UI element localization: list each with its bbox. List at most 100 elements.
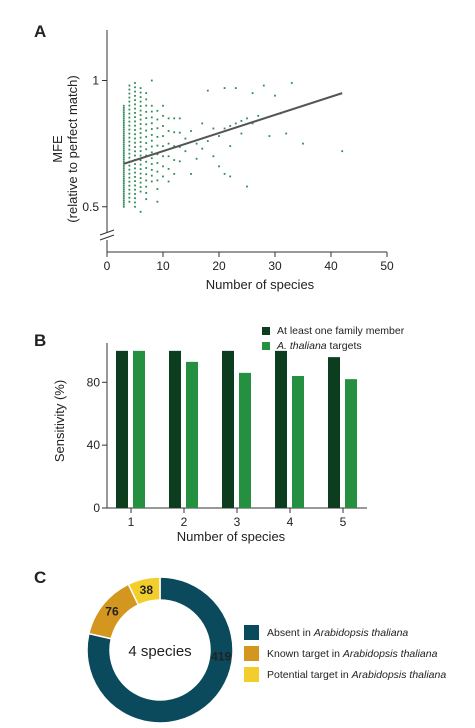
data-point: [302, 142, 304, 145]
bar-thaliana-target: [345, 379, 357, 508]
bar-y-label: Sensitivity (%): [52, 380, 67, 462]
data-point: [122, 145, 125, 148]
data-point: [139, 150, 142, 152]
data-point: [122, 173, 125, 176]
data-point: [139, 154, 142, 157]
data-point: [167, 130, 170, 132]
data-point: [246, 185, 248, 188]
data-point: [145, 110, 148, 113]
data-point: [145, 198, 148, 201]
data-point: [122, 197, 125, 200]
data-point: [134, 103, 136, 106]
bar-thaliana-target: [239, 372, 251, 508]
data-point: [234, 122, 237, 125]
data-point: [162, 104, 164, 107]
bar-x-label: Number of species: [177, 529, 286, 544]
data-point: [145, 142, 148, 144]
data-point: [122, 122, 125, 124]
data-point: [128, 192, 131, 195]
data-point: [122, 139, 125, 142]
data-point: [122, 147, 125, 150]
fit-line: [123, 92, 343, 165]
data-point: [128, 140, 131, 143]
bar-y-tick-label: 40: [87, 438, 101, 452]
data-point: [229, 125, 232, 127]
data-point: [128, 180, 131, 183]
data-point: [128, 132, 131, 135]
data-point: [184, 137, 187, 140]
legend-swatch-known: [244, 646, 259, 661]
data-point: [145, 173, 148, 176]
data-point: [134, 86, 136, 89]
donut-slice-label: 76: [105, 605, 119, 619]
legend-label-absent-prefix: Absent in: [267, 626, 314, 639]
data-point: [145, 92, 148, 95]
data-point: [139, 210, 142, 213]
data-point: [162, 145, 164, 148]
data-point: [128, 184, 131, 187]
bar-legend: At least one family member A. thaliana t…: [262, 323, 404, 353]
data-point: [122, 186, 125, 189]
scatter-x-tick-label: 20: [212, 259, 226, 273]
data-point: [134, 107, 136, 110]
data-point: [122, 180, 125, 182]
data-point: [290, 82, 293, 84]
data-point: [122, 113, 125, 116]
data-point: [134, 167, 136, 170]
data-point: [134, 82, 136, 84]
scatter-y-tick-label: 1: [92, 74, 99, 88]
data-point: [145, 129, 148, 132]
data-point: [184, 150, 187, 153]
data-point: [145, 160, 148, 163]
data-point: [139, 145, 142, 148]
data-point: [128, 88, 131, 91]
data-point: [150, 79, 153, 82]
data-point: [162, 175, 164, 178]
data-point: [268, 135, 271, 137]
data-point: [156, 109, 159, 112]
data-point: [134, 120, 136, 123]
data-point: [134, 133, 136, 136]
data-point: [212, 155, 215, 158]
data-point: [122, 126, 125, 129]
data-point: [139, 181, 142, 184]
data-point: [162, 125, 164, 127]
data-point: [173, 173, 176, 175]
data-point: [128, 188, 131, 191]
data-point: [122, 104, 125, 107]
data-point: [122, 203, 125, 206]
data-point: [122, 128, 125, 131]
data-point: [240, 132, 243, 135]
data-point: [139, 172, 142, 175]
data-point: [145, 123, 148, 126]
legend-item-potential: Potential target in Arabidopsis thaliana: [244, 664, 446, 685]
data-point: [139, 91, 142, 94]
data-point: [122, 115, 125, 118]
panel-letter-a: A: [34, 22, 47, 41]
bar-x-tick-label: 3: [234, 515, 241, 529]
data-point: [251, 92, 254, 95]
data-point: [150, 163, 153, 165]
data-point: [156, 144, 159, 147]
bar-family-member: [169, 350, 181, 508]
data-point: [173, 131, 176, 134]
data-point: [139, 177, 142, 179]
data-point: [122, 165, 125, 167]
data-point: [122, 199, 125, 202]
data-point: [262, 84, 265, 87]
data-point: [212, 127, 215, 130]
scatter-y-label-line1: MFE: [50, 135, 65, 163]
data-point: [201, 122, 204, 125]
data-point: [139, 109, 142, 112]
data-point: [156, 200, 159, 203]
data-point: [162, 155, 164, 158]
donut-legend: Absent in Arabidopsis thaliana Known tar…: [244, 622, 446, 685]
data-point: [195, 142, 198, 145]
data-point: [223, 87, 226, 89]
data-point: [139, 190, 142, 193]
data-point: [122, 134, 125, 137]
data-point: [285, 132, 288, 135]
data-point: [139, 105, 142, 107]
data-point: [145, 117, 148, 119]
data-point: [167, 167, 170, 170]
